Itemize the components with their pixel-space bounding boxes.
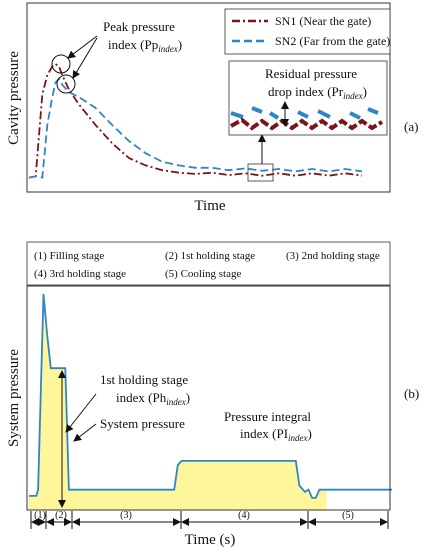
peak-annotation-line1: Peak pressure	[103, 19, 175, 34]
stage-axis	[30, 511, 389, 529]
integral-annotation-line2: index (PIindex)	[240, 426, 312, 443]
panel-b: (1) Filling stage (2) 1st holding stage …	[6, 241, 419, 548]
stage-legend-5: (5) Cooling stage	[165, 268, 241, 280]
peak-circle-sn1	[51, 54, 71, 74]
panel-a-series	[28, 62, 363, 179]
stage-legend-3: (3) 2nd holding stage	[286, 250, 380, 262]
panel-a-plot-frame	[26, 2, 391, 193]
panel-b-ylabel: System pressure	[6, 349, 22, 447]
residual-annotation-line2: drop index (Prindex)	[268, 84, 367, 101]
stage-legend-1: (1) Filling stage	[34, 250, 104, 262]
panel-a-ylabel: Cavity pressure	[6, 51, 22, 145]
system-pressure-arrow	[73, 423, 97, 442]
peak-arrow-1	[67, 35, 98, 59]
panel-a: Cavity pressure Time (a) SN1 (Near the g…	[6, 2, 418, 214]
peak-annotation-line2: index (Ppindex)	[108, 37, 182, 54]
holding-arrow	[65, 393, 97, 433]
panel-b-xlabel: Time (s)	[185, 532, 236, 548]
stage-label-3: (3)	[120, 510, 132, 521]
legend-sn2-label: SN2 (Far from the gate)	[275, 34, 390, 48]
peak-arrow-2	[72, 37, 98, 79]
panel-b-series	[29, 293, 392, 510]
residual-inset-sn2	[230, 106, 379, 120]
residual-annotation-line1: Residual pressure	[265, 66, 357, 81]
stage-label-4: (4)	[238, 510, 250, 521]
stage-label-1: (1)	[34, 510, 46, 521]
panel-a-xlabel: Time	[194, 198, 225, 214]
system-pressure-label: System pressure	[100, 416, 185, 431]
system-pressure-line	[29, 293, 392, 499]
series-line-sn2	[28, 77, 363, 179]
residual-inset-sn1	[230, 117, 384, 131]
series-line-sn1	[28, 62, 363, 179]
panel-b-plot-frame	[26, 285, 391, 511]
panel-b-tag: (b)	[404, 386, 419, 401]
holding-annotation-line1: 1st holding stage	[100, 372, 188, 387]
holding-annotation-line2: index (Phindex)	[116, 390, 190, 407]
residual-small-box	[247, 163, 274, 182]
panel-a-tag: (a)	[404, 119, 418, 134]
stage-label-5: (5)	[342, 510, 354, 521]
panel-a-legend-box	[224, 8, 391, 55]
stage-label-2: (2)	[55, 510, 67, 521]
legend-sn1-label: SN1 (Near the gate)	[275, 14, 371, 28]
stage-legend-box	[26, 241, 391, 286]
stage-legend-2: (2) 1st holding stage	[165, 250, 255, 262]
peak-circle-sn2	[56, 74, 76, 94]
stage-legend-4: (4) 3rd holding stage	[34, 268, 126, 280]
integral-annotation-line1: Pressure integral	[224, 409, 311, 424]
